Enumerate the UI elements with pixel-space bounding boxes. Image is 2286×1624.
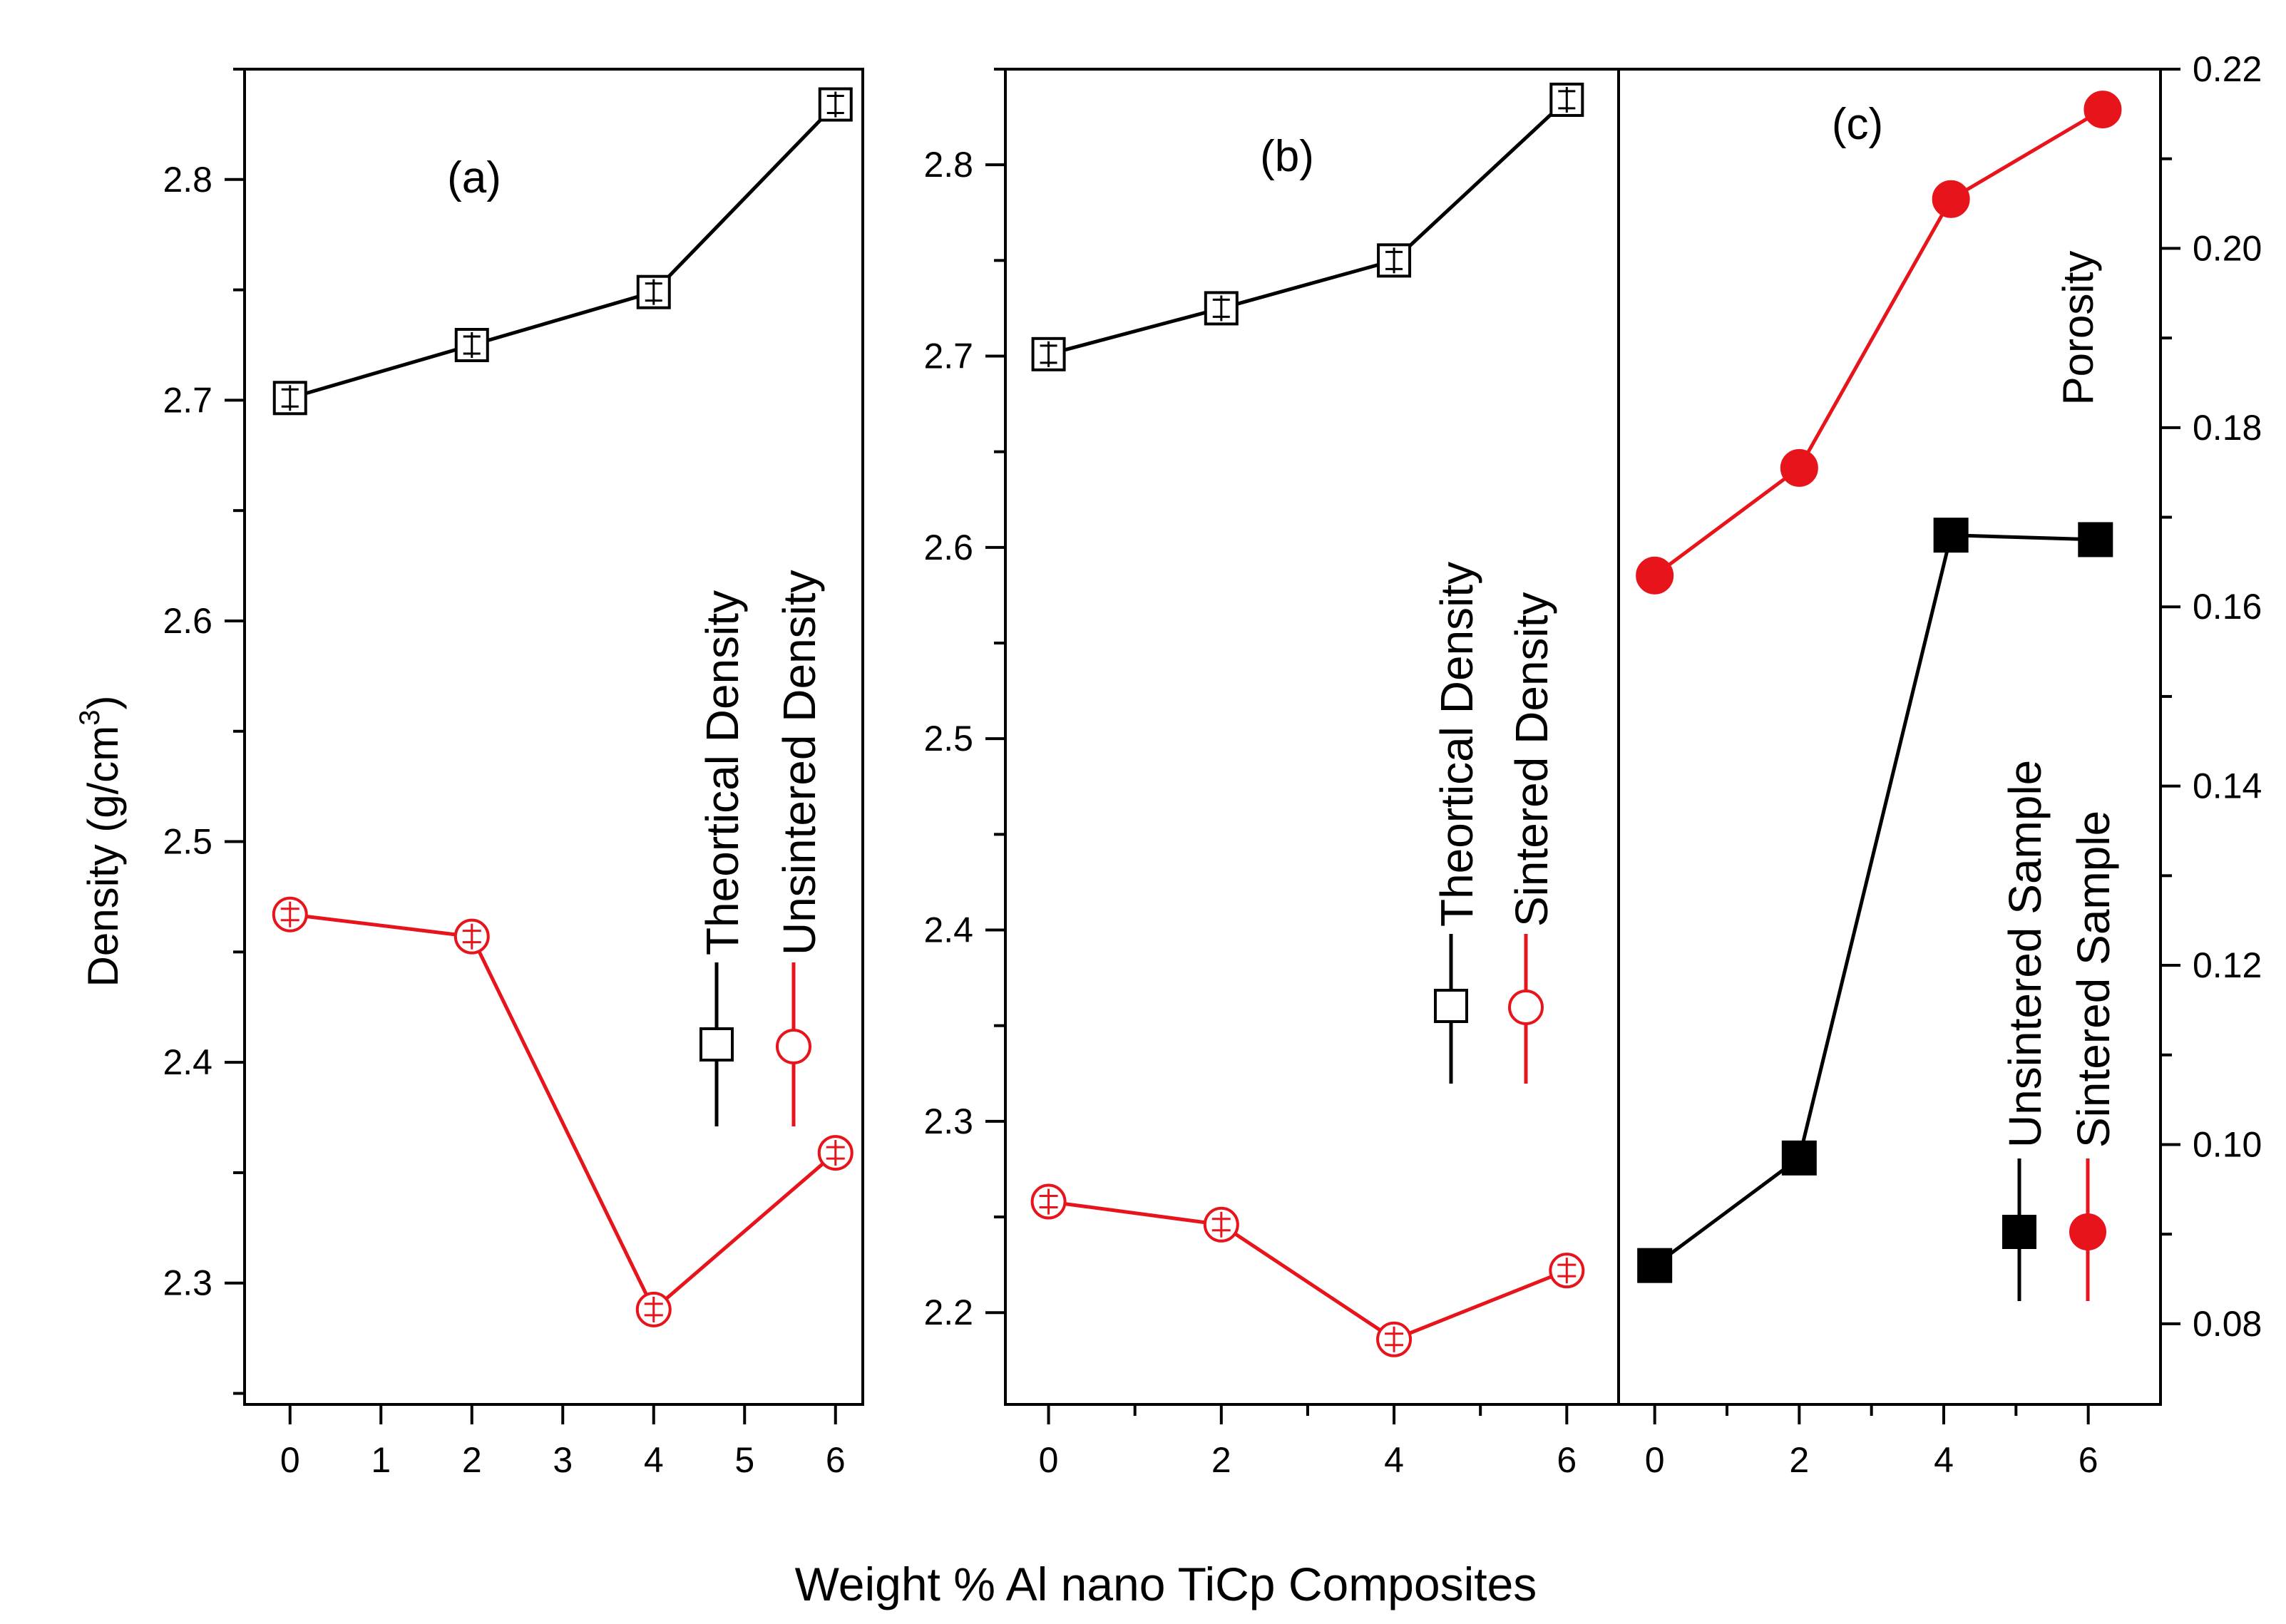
data-point-c-1: [2083, 91, 2122, 129]
y-tick-label-c: 0.12: [2193, 945, 2262, 985]
x-tick-label-a: 1: [371, 1440, 391, 1480]
y-tick-label-b: 2.3: [923, 1101, 973, 1141]
y-tick-label-a: 2.5: [163, 822, 212, 862]
x-tick-label-a: 3: [553, 1440, 573, 1480]
legend-label-sintered-b: Sintered Density: [1506, 592, 1557, 927]
y-tick-label-c: 0.20: [2193, 228, 2262, 268]
legend-c: Unsintered Sample Sintered Sample: [1999, 760, 2119, 1301]
y-axis-title-porosity: Porosity: [2054, 251, 2102, 406]
panel-label-b: (b): [1260, 132, 1314, 181]
data-point-c-0: [2078, 522, 2113, 557]
y-tick-label-c: 0.10: [2193, 1124, 2262, 1164]
x-tick-label-b: 2: [1211, 1440, 1231, 1480]
data-point-c-1: [1780, 448, 1818, 487]
series-line-c-1: [1654, 108, 2104, 577]
x-axis-title: Weight % Al nano TiCp Composites: [795, 1558, 1537, 1610]
y-tick-label-c: 0.18: [2193, 408, 2262, 448]
y-tick-label-b: 2.8: [923, 145, 973, 185]
x-tick-label-a: 6: [826, 1440, 846, 1480]
x-tick-label-a: 5: [734, 1440, 754, 1480]
x-tick-label-b: 0: [1039, 1440, 1059, 1480]
y-tick-label-b: 2.6: [923, 528, 973, 567]
legend-label-unsintered: Unsintered Density: [774, 570, 825, 955]
y-tick-label-c: 0.08: [2193, 1304, 2262, 1344]
legend-marker-sintered-c: [2069, 1213, 2106, 1250]
x-tick-label-a: 4: [644, 1440, 664, 1480]
plot-frame-a: [243, 68, 864, 1406]
panel-label-a: (a): [447, 153, 501, 202]
x-tick-label-a: 2: [462, 1440, 482, 1480]
legend-marker-sintered-b: [1508, 990, 1544, 1025]
legend-marker-unsintered: [776, 1029, 811, 1064]
series-line-a-1: [289, 913, 837, 1312]
x-tick-label-b: 4: [1384, 1440, 1404, 1480]
y-tick-label-b: 2.5: [923, 719, 973, 759]
series-line-b-1: [1048, 1200, 1568, 1342]
y-tick-label-a: 2.6: [163, 601, 212, 641]
y-tick-label-a: 2.4: [163, 1042, 212, 1082]
x-tick-label-a: 0: [280, 1440, 300, 1480]
y-tick-label-b: 2.4: [923, 910, 973, 950]
y-tick-label-a: 2.3: [163, 1263, 212, 1303]
x-tick-label-b: 6: [1557, 1440, 1577, 1480]
panel-label-c: (c): [1832, 100, 1883, 149]
series-line-b-0: [1047, 98, 1569, 356]
data-point-c-0: [1637, 1248, 1673, 1283]
legend-marker-theoretical-b: [1434, 989, 1468, 1023]
legend-label-unsintered-c: Unsintered Sample: [1999, 760, 2051, 1148]
y-tick-label-b: 2.7: [923, 336, 973, 376]
x-tick-label-c: 2: [1789, 1440, 1809, 1480]
x-tick-label-c: 6: [2079, 1440, 2098, 1480]
legend-label-theoretical-b: Theortical Density: [1431, 562, 1482, 927]
series-line-c-0: [1654, 533, 2096, 1268]
legend-marker-theoretical: [699, 1027, 734, 1062]
data-point-c-0: [1781, 1140, 1817, 1176]
y-tick-label-a: 2.8: [163, 160, 212, 200]
data-point-c-1: [1932, 180, 1970, 218]
series-line-a-0: [289, 103, 837, 400]
panel-c-chart: (c) Porosity 0 2 4 6 0.08 0.10 0.12 0.14 0.16 0.1…: [1617, 49, 2262, 1480]
x-tick-label-c: 0: [1645, 1440, 1665, 1480]
y-tick-label-b: 2.2: [923, 1292, 973, 1332]
legend-b: Theortical Density Sintered Density: [1431, 562, 1557, 1084]
y-tick-label-c: 0.22: [2193, 49, 2262, 89]
x-tick-label-c: 4: [1934, 1440, 1954, 1480]
legend-label-theoretical: Theortical Density: [697, 590, 748, 955]
y-tick-label-c: 0.14: [2193, 766, 2262, 806]
y-tick-label-a: 2.7: [163, 380, 212, 420]
plot-frame-c: [1617, 68, 2162, 1406]
legend-marker-unsintered-c: [2002, 1215, 2036, 1249]
panel-a-chart: Density (g/cm3) (a) 0 1 2 3 4 5 6 2.3 2.4 2.5 2.6 2…: [74, 68, 864, 1480]
y-axis-title-density: Density (g/cm3): [74, 696, 127, 987]
data-point-c-1: [1636, 556, 1674, 595]
legend-label-sintered-c: Sintered Sample: [2068, 811, 2119, 1148]
y-tick-label-c: 0.16: [2193, 587, 2262, 627]
data-point-c-0: [1933, 518, 1969, 553]
legend-a: Theortical Density Unsintered Density: [697, 570, 825, 1126]
